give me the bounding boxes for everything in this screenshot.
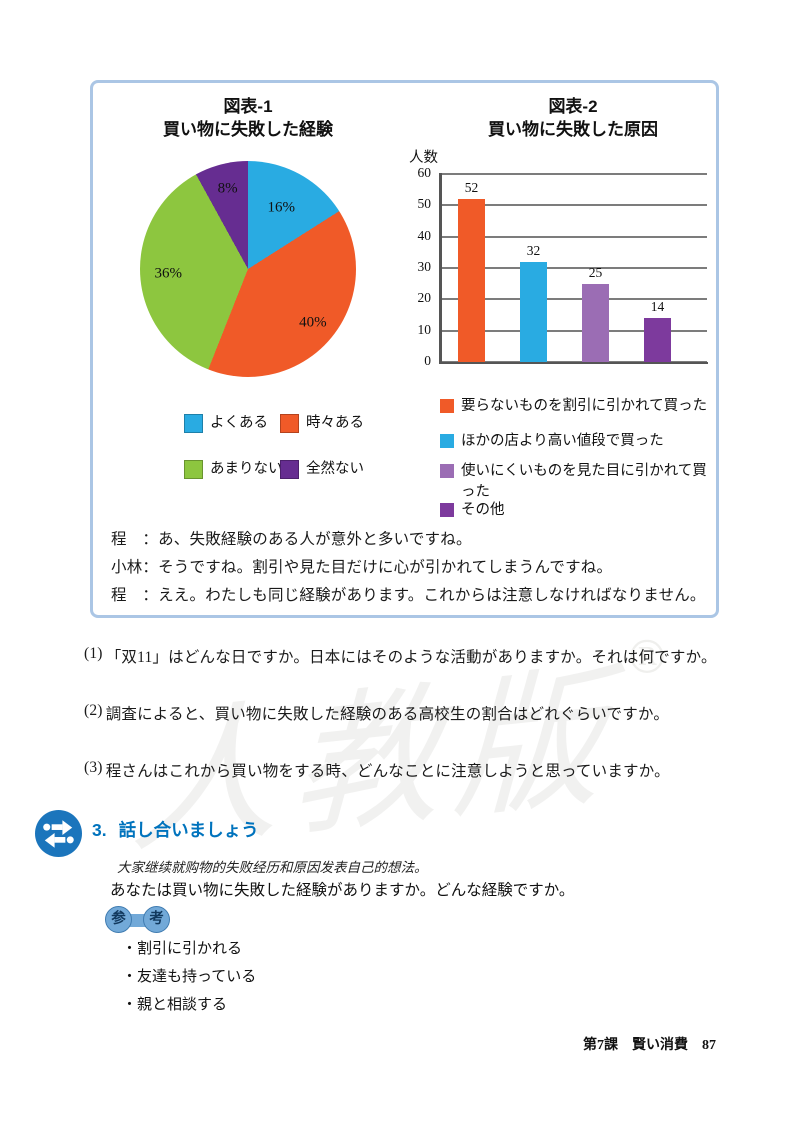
bar-legend-label: その他 <box>461 502 505 518</box>
bar-legend-label: 使いにくいものを見た目に引かれて買った <box>461 463 707 500</box>
pie-legend-swatch <box>280 414 299 433</box>
pie-legend-label: よくある <box>210 415 268 431</box>
dialogue-text: あ、失敗経験のある人が意外と多いですね。 <box>158 531 472 548</box>
bar-legend-swatch <box>440 464 454 478</box>
bar-chart-title-line2: 買い物に失敗した原因 <box>488 120 658 139</box>
dialogue-text: そうですね。割引や見た目だけに心が引かれてしまうんですね。 <box>158 559 613 576</box>
bar-value-label: 32 <box>526 242 541 258</box>
dialogue-speaker: 程 ： <box>111 587 159 604</box>
bar-chart-gridline <box>440 204 707 207</box>
question-line: (1) 「双11」はどんな日ですか。日本にはそのような活動がありますか。それは何で… <box>84 645 717 667</box>
dialogue-text: ええ。わたしも同じ経験があります。これからは注意しなければなりません。 <box>158 587 706 604</box>
pie-slice-percent-label: 40% <box>299 314 327 331</box>
bar-legend-label: ほかの店より高い値段で買った <box>461 433 664 449</box>
pie-legend-item: 全然ない <box>280 459 364 479</box>
dialogue-line: 程 ：ええ。わたしも同じ経験があります。これからは注意しなければなりません。 <box>111 583 706 605</box>
bar-legend-swatch <box>440 434 454 448</box>
reference-badge-char2: 考 <box>143 906 170 933</box>
page-footer: 第7課 賢い消費 87 <box>583 1034 716 1054</box>
bar-chart-tick-label: 50 <box>417 196 432 212</box>
bar-chart-bar <box>520 261 547 362</box>
bar-value-label: 25 <box>588 264 603 280</box>
bar-legend-item: ほかの店より高い値段で買った <box>440 431 716 452</box>
bar-legend-item: その他 <box>440 500 716 521</box>
chinese-instruction: 大家继续就购物的失败经历和原因发表自己的想法。 <box>117 860 428 875</box>
footer-page-number: 87 <box>702 1038 716 1053</box>
bar-legend-label: 要らないものを割引に引かれて買った <box>461 398 708 414</box>
question-text: 調査によると、買い物に失敗した経験のある高校生の割合はどれぐらいですか。 <box>105 706 670 723</box>
pie-chart <box>140 161 356 377</box>
bar-chart-title-line1: 図表-2 <box>548 97 598 116</box>
question-line: (2) 調査によると、買い物に失敗した経験のある高校生の割合はどれぐらいですか。 <box>84 702 669 724</box>
footer-lesson: 第7課 <box>583 1038 618 1053</box>
bar-chart-gridline <box>440 298 707 301</box>
question-number: (3) <box>84 759 103 776</box>
bar-chart-gridline <box>440 173 707 175</box>
bar-chart-gridline <box>440 267 707 269</box>
dialogue-speaker: 小林： <box>111 559 159 576</box>
figure-panel: 図表-1 買い物に失敗した経験 図表-2 買い物に失敗した原因 16% 40% 36… <box>90 80 719 618</box>
bar-legend-item: 要らないものを割引に引かれて買った <box>440 396 716 417</box>
pie-chart-title: 図表-1 買い物に失敗した経験 <box>123 95 373 141</box>
pie-chart-title-line1: 図表-1 <box>223 97 273 116</box>
question-text: 「双11」はどんな日ですか。日本にはそのような活動がありますか。それは何ですか。 <box>105 649 717 666</box>
bar-legend-item: 使いにくいものを見た目に引かれて買った <box>440 461 716 503</box>
bar-chart-tick-label: 20 <box>417 290 432 306</box>
pie-legend-swatch <box>184 460 203 479</box>
question-number: (1) <box>84 645 103 662</box>
pie-legend-item: よくある <box>184 413 268 433</box>
bar-chart-tick-label: 30 <box>417 259 432 274</box>
reference-badge: 参 考 <box>105 906 171 934</box>
reference-bullet-item: ・割引に引かれる <box>122 941 243 957</box>
bar-chart-tick-label: 10 <box>417 321 432 337</box>
bar-chart-tick-label: 40 <box>417 227 432 243</box>
pie-legend-swatch <box>184 414 203 433</box>
bar-chart-bar <box>458 199 485 362</box>
pie-slice-percent-label: 16% <box>267 199 296 216</box>
bar-chart-x-axis <box>439 361 708 364</box>
reference-bullet-item: ・友達も持っている <box>122 969 257 985</box>
bar-value-label: 14 <box>650 299 665 315</box>
bar-legend-swatch <box>440 399 454 413</box>
bar-chart-title: 図表-2 買い物に失敗した原因 <box>448 95 698 141</box>
pie-slice-percent-label: 8% <box>217 180 238 197</box>
bar-chart-tick-label: 60 <box>417 165 432 180</box>
pie-slice-percent-label: 36% <box>154 265 182 282</box>
bar-chart-y-axis-label: 人数 <box>409 150 438 166</box>
bar-chart-bar <box>644 318 671 362</box>
bar-chart-bar <box>582 283 609 362</box>
dialogue-line: 程 ：あ、失敗経験のある人が意外と多いですね。 <box>111 527 472 549</box>
reference-badge-char1: 参 <box>105 906 132 933</box>
question-text: 程さんはこれから買い物をする時、どんなことに注意しようと思っていますか。 <box>105 763 670 780</box>
footer-lesson-title: 賢い消費 <box>632 1038 688 1053</box>
pie-legend-label: 時々ある <box>306 415 364 431</box>
bar-value-label: 52 <box>464 180 479 196</box>
bar-chart-tick-label: 0 <box>424 353 431 368</box>
dialogue-line: 小林： そうですね。割引や見た目だけに心が引かれてしまうんですね。 <box>111 555 612 577</box>
discussion-section-heading: 3. 話し合いましょう <box>92 817 259 842</box>
bar-chart-y-axis <box>439 173 442 364</box>
pie-legend-swatch <box>280 460 299 479</box>
pie-legend-item: あまりない <box>184 459 283 479</box>
reference-bullet-item: ・親と相談する <box>122 997 228 1013</box>
pie-chart-title-line2: 買い物に失敗した経験 <box>163 120 333 139</box>
bar-chart-gridline <box>440 329 707 332</box>
discussion-arrows-icon <box>35 810 82 857</box>
dialogue-speaker: 程 ： <box>111 531 159 548</box>
bar-legend-swatch <box>440 503 454 517</box>
pie-legend-item: 時々ある <box>280 413 364 433</box>
japanese-prompt: あなたは買い物に失敗した経験がありますか。どんな経験ですか。 <box>110 882 575 899</box>
section-heading-label: 話し合いましょう <box>118 820 259 840</box>
question-number: (2) <box>84 702 103 719</box>
pie-legend-label: あまりない <box>210 461 283 477</box>
section-number: 3. <box>92 820 107 840</box>
question-line: (3) 程さんはこれから買い物をする時、どんなことに注意しようと思っていますか。 <box>84 759 670 781</box>
bar-chart-gridline <box>440 235 707 238</box>
pie-legend-label: 全然ない <box>306 461 364 477</box>
